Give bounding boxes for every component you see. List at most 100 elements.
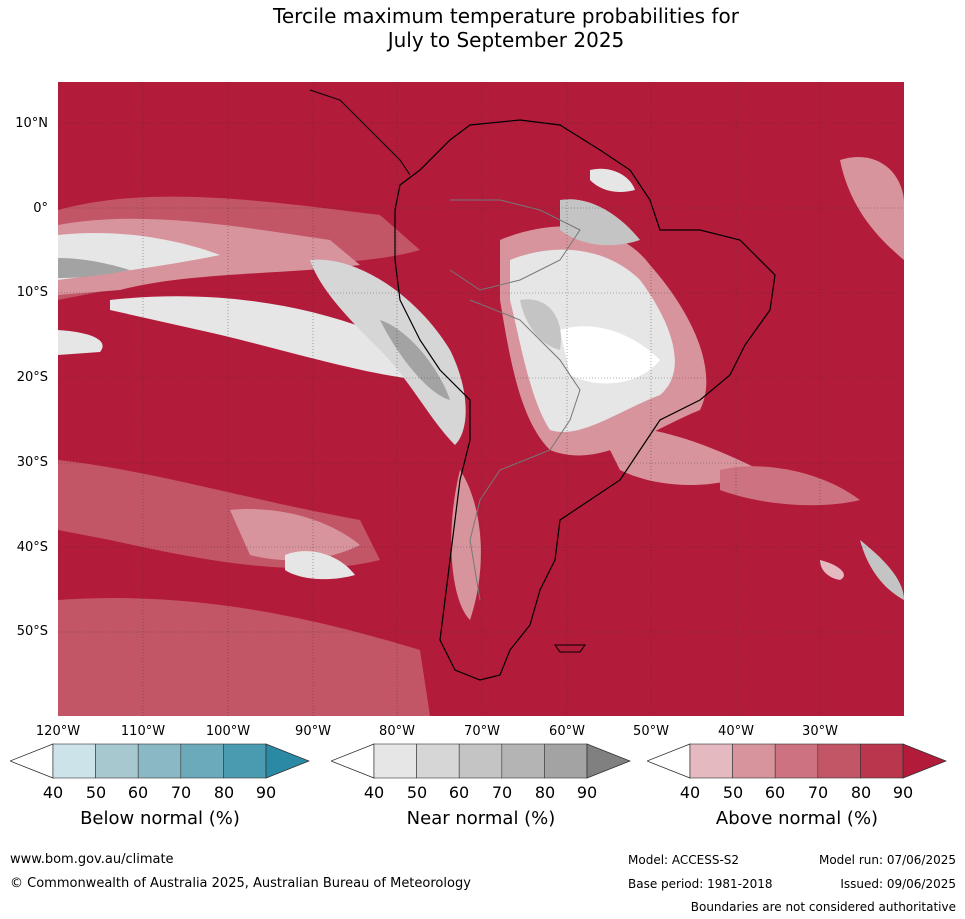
lat-label: 40°S	[16, 540, 48, 555]
map-field	[58, 82, 904, 716]
lat-label: 50°S	[16, 624, 48, 639]
colorbar-title-below: Below normal (%)	[80, 808, 240, 829]
contour-near-70	[860, 540, 904, 600]
colorbar-tick: 40	[679, 783, 701, 802]
colorbar-tick: 90	[576, 783, 598, 802]
contour-above-50	[230, 509, 360, 561]
colorbar-arrow-high	[586, 743, 631, 779]
colorbar-tick: 80	[534, 783, 556, 802]
colorbar-tick: 60	[764, 783, 786, 802]
colorbar-arrow-high	[265, 743, 310, 779]
colorbar-tick: 50	[722, 783, 744, 802]
footer-issued: Issued: 09/06/2025	[840, 877, 956, 891]
lon-label: 120°W	[35, 724, 81, 739]
contour-near-40	[560, 326, 660, 384]
colorbar-segment	[544, 743, 588, 779]
colorbar-arrow-low	[10, 743, 54, 779]
coastline	[394, 119, 776, 681]
lon-label: 60°W	[549, 724, 585, 739]
contour-above-50	[840, 156, 904, 260]
contour-above-50	[451, 470, 481, 620]
lon-label: 100°W	[205, 724, 251, 739]
title-line-1: Tercile maximum temperature probabilitie…	[273, 4, 739, 28]
country-borders	[449, 199, 581, 291]
colorbar-near-normal	[331, 743, 631, 779]
colorbar-segments	[331, 743, 631, 779]
contour-near-60	[310, 259, 466, 445]
colorbar-segment	[137, 743, 182, 779]
colorbar-segments	[10, 743, 310, 779]
contour-near-50	[110, 296, 420, 380]
lon-label: 110°W	[120, 724, 166, 739]
footer-url[interactable]: www.bom.gov.au/climate	[10, 852, 174, 867]
title-line-2: July to September 2025	[387, 28, 625, 52]
colorbar-segments	[647, 743, 947, 779]
colorbar-tick: 80	[213, 783, 235, 802]
lon-label: 80°W	[379, 724, 415, 739]
footer-disclaimer: Boundaries are not considered authoritat…	[690, 900, 956, 914]
colorbar-title-near: Near normal (%)	[406, 808, 556, 829]
lon-label: 50°W	[633, 724, 669, 739]
footer-base-period: Base period: 1981-2018	[628, 877, 773, 891]
contour-above-60	[720, 466, 860, 506]
lon-label: 70°W	[464, 724, 500, 739]
country-borders	[469, 299, 581, 601]
footer-model: Model: ACCESS-S2	[628, 853, 740, 867]
lon-label: 90°W	[295, 724, 331, 739]
lat-label: 10°S	[16, 285, 48, 300]
colorbar-tick: 40	[363, 783, 385, 802]
contour-near-70	[560, 199, 640, 246]
colorbar-arrow-high	[902, 743, 947, 779]
colorbar-segment	[180, 743, 224, 779]
colorbar-segment	[774, 743, 819, 779]
colorbar-arrow-low	[647, 743, 691, 779]
contour-near-50	[590, 168, 635, 192]
colorbar-segment	[458, 743, 503, 779]
colorbar-segment	[732, 743, 776, 779]
lon-label: 40°W	[718, 724, 754, 739]
falkland-islands	[554, 644, 586, 653]
map-title: Tercile maximum temperature probabilitie…	[0, 4, 965, 52]
contour-near-80	[58, 258, 130, 278]
footer-model-run: Model run: 07/06/2025	[818, 853, 956, 867]
colorbar-segment	[689, 743, 733, 779]
colorbar-above-normal	[647, 743, 947, 779]
colorbar-segment	[52, 743, 96, 779]
colorbar-tick: 40	[42, 783, 64, 802]
contour-above-70	[58, 598, 430, 716]
colorbar-tick: 70	[807, 783, 829, 802]
lat-label: 20°S	[16, 370, 48, 385]
lat-label: 30°S	[16, 455, 48, 470]
colorbar-tick: 60	[448, 783, 470, 802]
colorbar-title-above: Above normal (%)	[715, 808, 879, 829]
contour-near-50	[285, 551, 355, 580]
contour-near-50	[58, 330, 103, 355]
contour-above-40	[820, 560, 844, 580]
colorbar-arrow-low	[331, 743, 375, 779]
colorbar-tick: 90	[255, 783, 277, 802]
colorbar-segment	[416, 743, 460, 779]
contour-near-80	[380, 320, 450, 400]
colorbar-below-normal	[10, 743, 310, 779]
lat-label: 0°	[33, 201, 48, 216]
graticule	[58, 82, 904, 716]
colorbar-tick: 70	[491, 783, 513, 802]
lon-label: 30°W	[802, 724, 838, 739]
colorbar-tick: 50	[406, 783, 428, 802]
colorbar-segment	[223, 743, 267, 779]
central-america-coast	[309, 89, 411, 176]
colorbar-segment	[860, 743, 904, 779]
colorbar-segment	[817, 743, 861, 779]
colorbar-tick: 70	[170, 783, 192, 802]
colorbar-tick: 90	[892, 783, 914, 802]
colorbar-tick: 60	[127, 783, 149, 802]
colorbar-tick: 80	[850, 783, 872, 802]
colorbar-segment	[373, 743, 417, 779]
colorbar-segment	[501, 743, 545, 779]
contour-near-70	[520, 299, 561, 350]
colorbar-tick: 50	[85, 783, 107, 802]
lat-label: 10°N	[15, 116, 48, 131]
colorbar-segment	[95, 743, 139, 779]
footer-copyright: © Commonwealth of Australia 2025, Austra…	[10, 876, 471, 891]
